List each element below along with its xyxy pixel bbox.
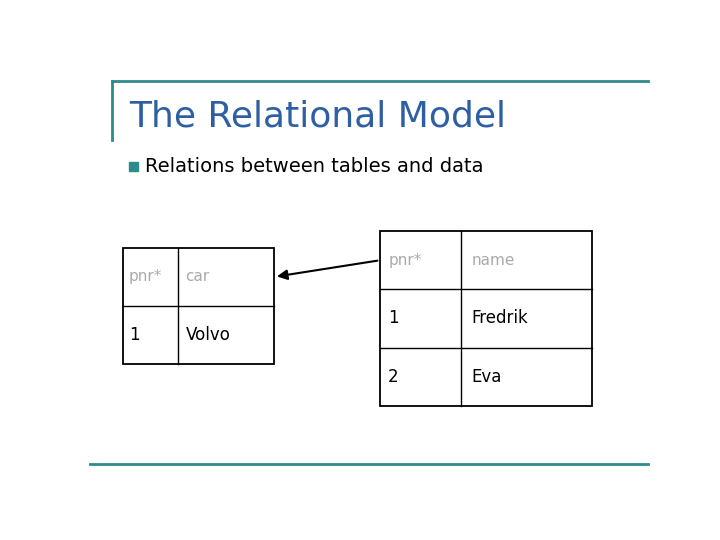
Text: Relations between tables and data: Relations between tables and data: [145, 157, 483, 176]
Text: name: name: [472, 253, 515, 268]
Text: pnr*: pnr*: [388, 253, 422, 268]
Bar: [129, 162, 138, 171]
Text: pnr*: pnr*: [129, 269, 162, 285]
Text: 2: 2: [388, 368, 399, 386]
Text: car: car: [186, 269, 210, 285]
Bar: [124, 248, 274, 364]
Text: 1: 1: [388, 309, 399, 327]
Text: Fredrik: Fredrik: [472, 309, 528, 327]
Text: Volvo: Volvo: [186, 326, 230, 344]
Text: The Relational Model: The Relational Model: [129, 100, 506, 134]
Text: 1: 1: [129, 326, 140, 344]
Text: Eva: Eva: [472, 368, 502, 386]
Bar: [380, 231, 593, 406]
